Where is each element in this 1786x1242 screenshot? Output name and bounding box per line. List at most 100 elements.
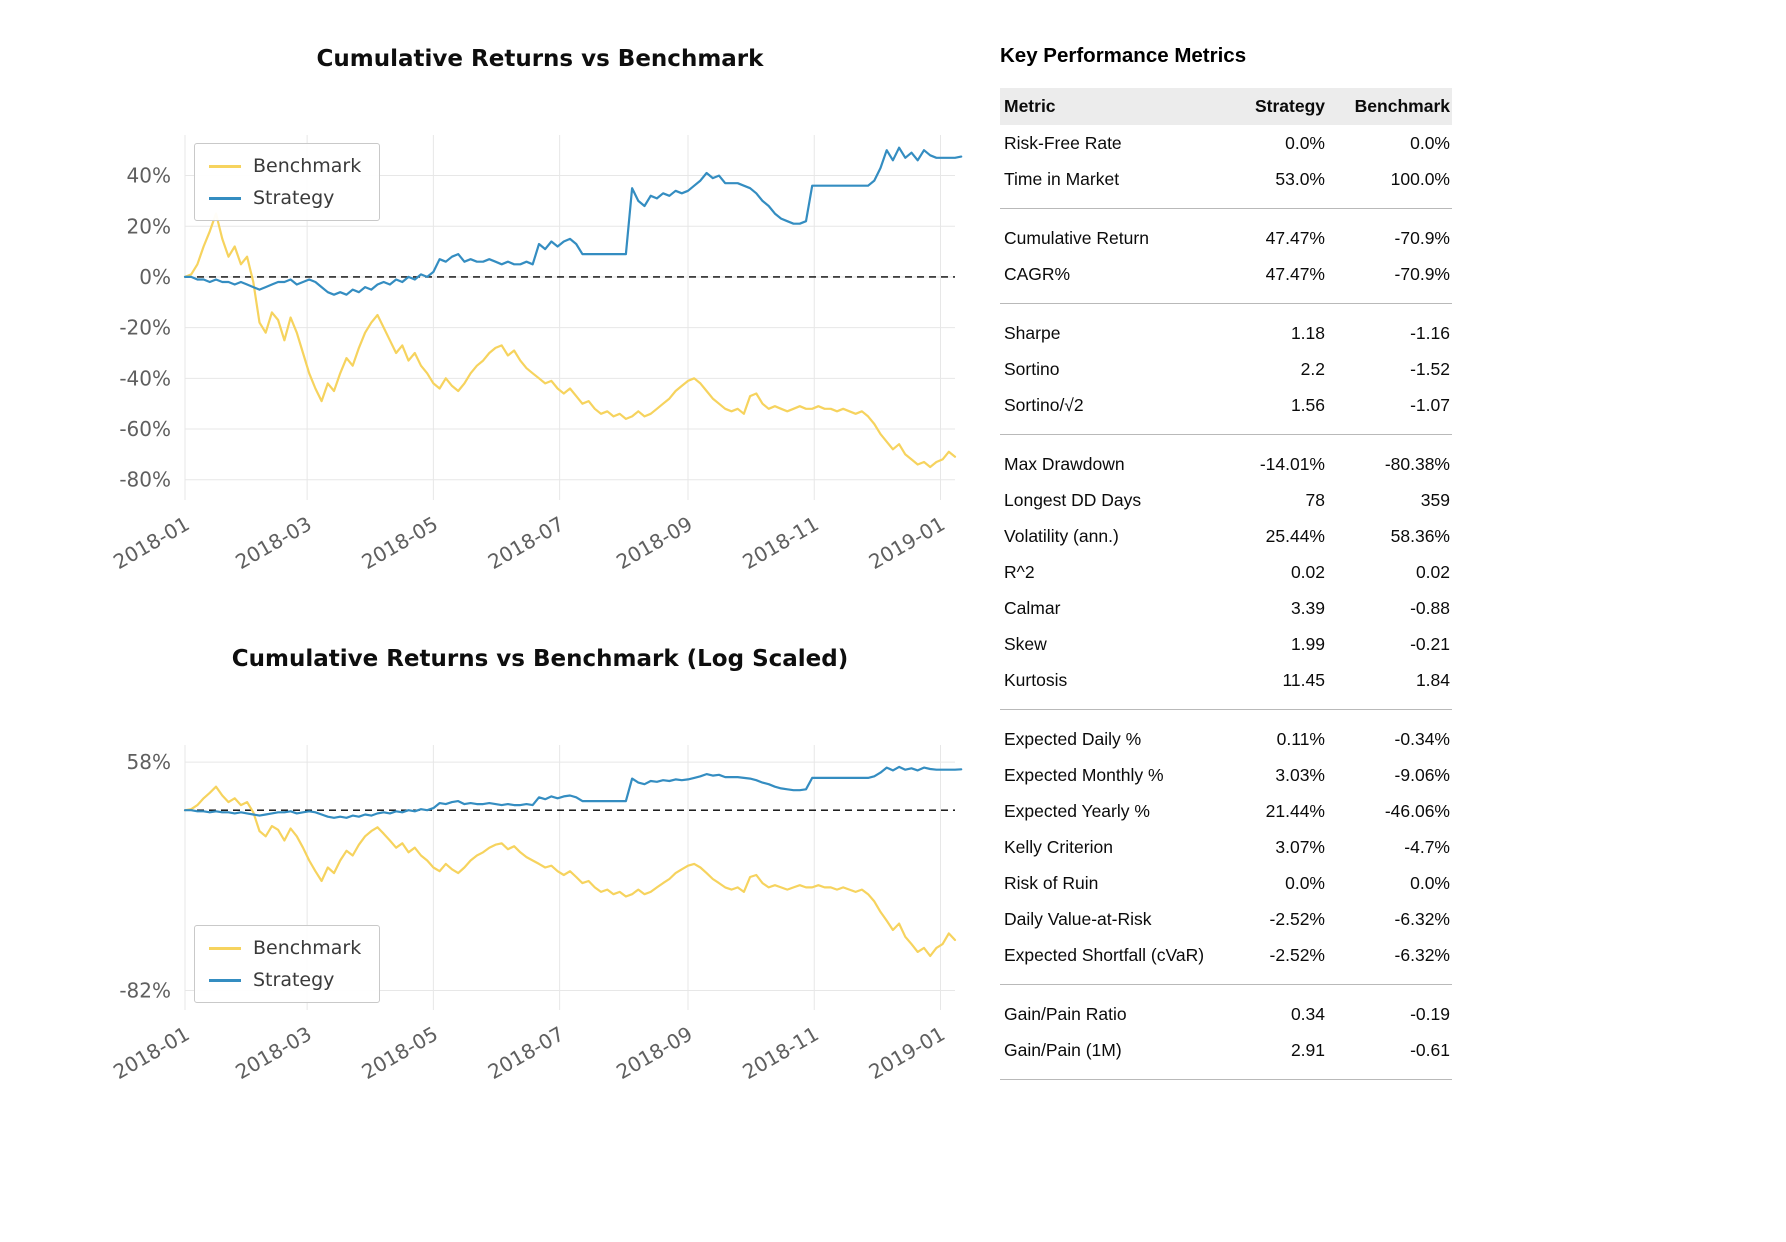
metric-name: Gain/Pain Ratio — [1004, 1003, 1127, 1024]
benchmark-value: 0.0% — [1410, 132, 1450, 153]
benchmark-value: -9.06% — [1394, 764, 1450, 785]
metric-name: Kurtosis — [1004, 669, 1068, 690]
table-row: Kurtosis 11.45 1.84 — [1000, 662, 1452, 698]
table-row: Time in Market 53.0% 100.0% — [1000, 161, 1452, 197]
benchmark-value: -4.7% — [1404, 836, 1450, 857]
strategy-value: 1.99 — [1290, 633, 1325, 654]
legend-log-chart: Benchmark Strategy — [194, 925, 381, 1003]
separator-line — [1000, 208, 1452, 209]
y-tick-label: 58% — [127, 750, 171, 774]
metric-name: R^2 — [1004, 561, 1035, 582]
table-row: Sortino 2.2 -1.52 — [1000, 351, 1452, 387]
table-row: Kelly Criterion 3.07% -4.7% — [1000, 829, 1452, 865]
benchmark-value: 1.84 — [1415, 669, 1450, 690]
y-tick-label: -80% — [119, 468, 171, 492]
table-row: CAGR% 47.47% -70.9% — [1000, 256, 1452, 292]
benchmark-value: -6.32% — [1394, 908, 1450, 929]
separator-line — [1000, 984, 1452, 985]
column-header-benchmark: Benchmark — [1354, 96, 1450, 116]
x-tick-label: 2018-11 — [738, 1022, 822, 1085]
separator-line — [1000, 709, 1452, 710]
table-row: Expected Yearly % 21.44% -46.06% — [1000, 793, 1452, 829]
separator-line — [1000, 434, 1452, 435]
benchmark-value: -0.61 — [1410, 1039, 1450, 1060]
benchmark-line-swatch — [209, 946, 241, 950]
table-row: Risk of Ruin 0.0% 0.0% — [1000, 865, 1452, 901]
metric-name: Longest DD Days — [1004, 489, 1142, 510]
benchmark-value: 100.0% — [1390, 168, 1450, 189]
metric-name: Daily Value-at-Risk — [1004, 908, 1152, 929]
group-separator — [1000, 197, 1452, 220]
strategy-value: 53.0% — [1275, 168, 1325, 189]
group-separator — [1000, 1068, 1452, 1091]
legend-label-strategy: Strategy — [253, 187, 335, 209]
benchmark-value: -1.52 — [1410, 358, 1450, 379]
y-tick-label: -82% — [119, 979, 171, 1003]
strategy-line — [183, 765, 963, 819]
x-tick-label: 2019-01 — [865, 512, 949, 575]
metric-name: CAGR% — [1004, 263, 1071, 284]
metric-name: Sortino/√2 — [1004, 394, 1084, 415]
metric-name: Sharpe — [1004, 322, 1061, 343]
table-row: Expected Daily % 0.11% -0.34% — [1000, 721, 1452, 757]
metric-name: Expected Daily % — [1004, 728, 1142, 749]
benchmark-value: -1.07 — [1410, 394, 1450, 415]
benchmark-line — [183, 785, 957, 958]
y-tick-label: 40% — [127, 164, 171, 188]
benchmark-value: -80.38% — [1384, 453, 1450, 474]
table-row: R^2 0.02 0.02 — [1000, 554, 1452, 590]
table-row: Volatility (ann.) 25.44% 58.36% — [1000, 518, 1452, 554]
x-tick-label: 2018-01 — [109, 512, 193, 575]
strategy-value: 47.47% — [1265, 263, 1325, 284]
metric-name: Cumulative Return — [1004, 227, 1149, 248]
y-tick-label: 20% — [127, 214, 171, 238]
x-tick-label: 2018-11 — [738, 512, 822, 575]
strategy-value: -2.52% — [1269, 908, 1325, 929]
benchmark-value: -1.16 — [1410, 322, 1450, 343]
benchmark-value: -0.34% — [1394, 728, 1450, 749]
cumulative-returns-plot: 40% 20% 0% -20% -40% -60% -80% 2018-01 2018-03 20… — [109, 135, 963, 575]
strategy-line-swatch — [209, 978, 241, 982]
strategy-line-swatch — [209, 196, 241, 200]
strategy-value: 11.45 — [1282, 669, 1326, 690]
strategy-value: 0.11% — [1276, 728, 1325, 749]
group-separator — [1000, 973, 1452, 996]
metric-name: Max Drawdown — [1004, 453, 1125, 474]
strategy-value: 78 — [1305, 489, 1325, 510]
strategy-value: 1.18 — [1290, 322, 1325, 343]
table-row: Calmar 3.39 -0.88 — [1000, 590, 1452, 626]
strategy-value: 2.91 — [1290, 1039, 1325, 1060]
strategy-value: 0.0% — [1285, 872, 1325, 893]
strategy-value: 2.2 — [1300, 358, 1325, 379]
x-tick-label: 2018-03 — [231, 1022, 315, 1085]
x-tick-label: 2018-09 — [612, 1022, 696, 1085]
metric-name: Kelly Criterion — [1004, 836, 1113, 857]
metrics-panel: Key Performance Metrics Metric Strategy Be… — [1000, 44, 1452, 1091]
benchmark-value: 58.36% — [1390, 525, 1450, 546]
y-tick-label: -20% — [119, 316, 171, 340]
strategy-value: 3.03% — [1275, 764, 1325, 785]
table-row: Gain/Pain Ratio 0.34 -0.19 — [1000, 996, 1452, 1032]
table-row: Risk-Free Rate 0.0% 0.0% — [1000, 125, 1452, 161]
table-row: Skew 1.99 -0.21 — [1000, 626, 1452, 662]
benchmark-value: -46.06% — [1384, 800, 1450, 821]
metric-name: Gain/Pain (1M) — [1004, 1039, 1122, 1060]
table-row: Cumulative Return 47.47% -70.9% — [1000, 220, 1452, 256]
metrics-table: Metric Strategy Benchmark Risk-Free Rate 0.0… — [1000, 88, 1452, 1091]
group-separator — [1000, 423, 1452, 446]
metric-name: Expected Monthly % — [1004, 764, 1164, 785]
benchmark-value: -6.32% — [1394, 944, 1450, 965]
column-header-strategy: Strategy — [1254, 96, 1325, 116]
legend-label-strategy: Strategy — [253, 969, 335, 991]
table-row: Daily Value-at-Risk -2.52% -6.32% — [1000, 901, 1452, 937]
strategy-value: 0.0% — [1285, 132, 1325, 153]
column-header-metric: Metric — [1004, 96, 1056, 116]
table-row: Expected Monthly % 3.03% -9.06% — [1000, 757, 1452, 793]
benchmark-line — [183, 212, 957, 469]
strategy-value: 25.44% — [1265, 525, 1325, 546]
metric-name: Expected Yearly % — [1004, 800, 1150, 821]
legend-item-strategy: Strategy — [209, 969, 361, 991]
metric-name: Sortino — [1004, 358, 1060, 379]
log-scaled-returns-plot: 58% -82% 2018-01 2018-03 2018-05 2018-07 2018-… — [109, 745, 963, 1085]
x-tick-label: 2018-07 — [484, 512, 568, 575]
